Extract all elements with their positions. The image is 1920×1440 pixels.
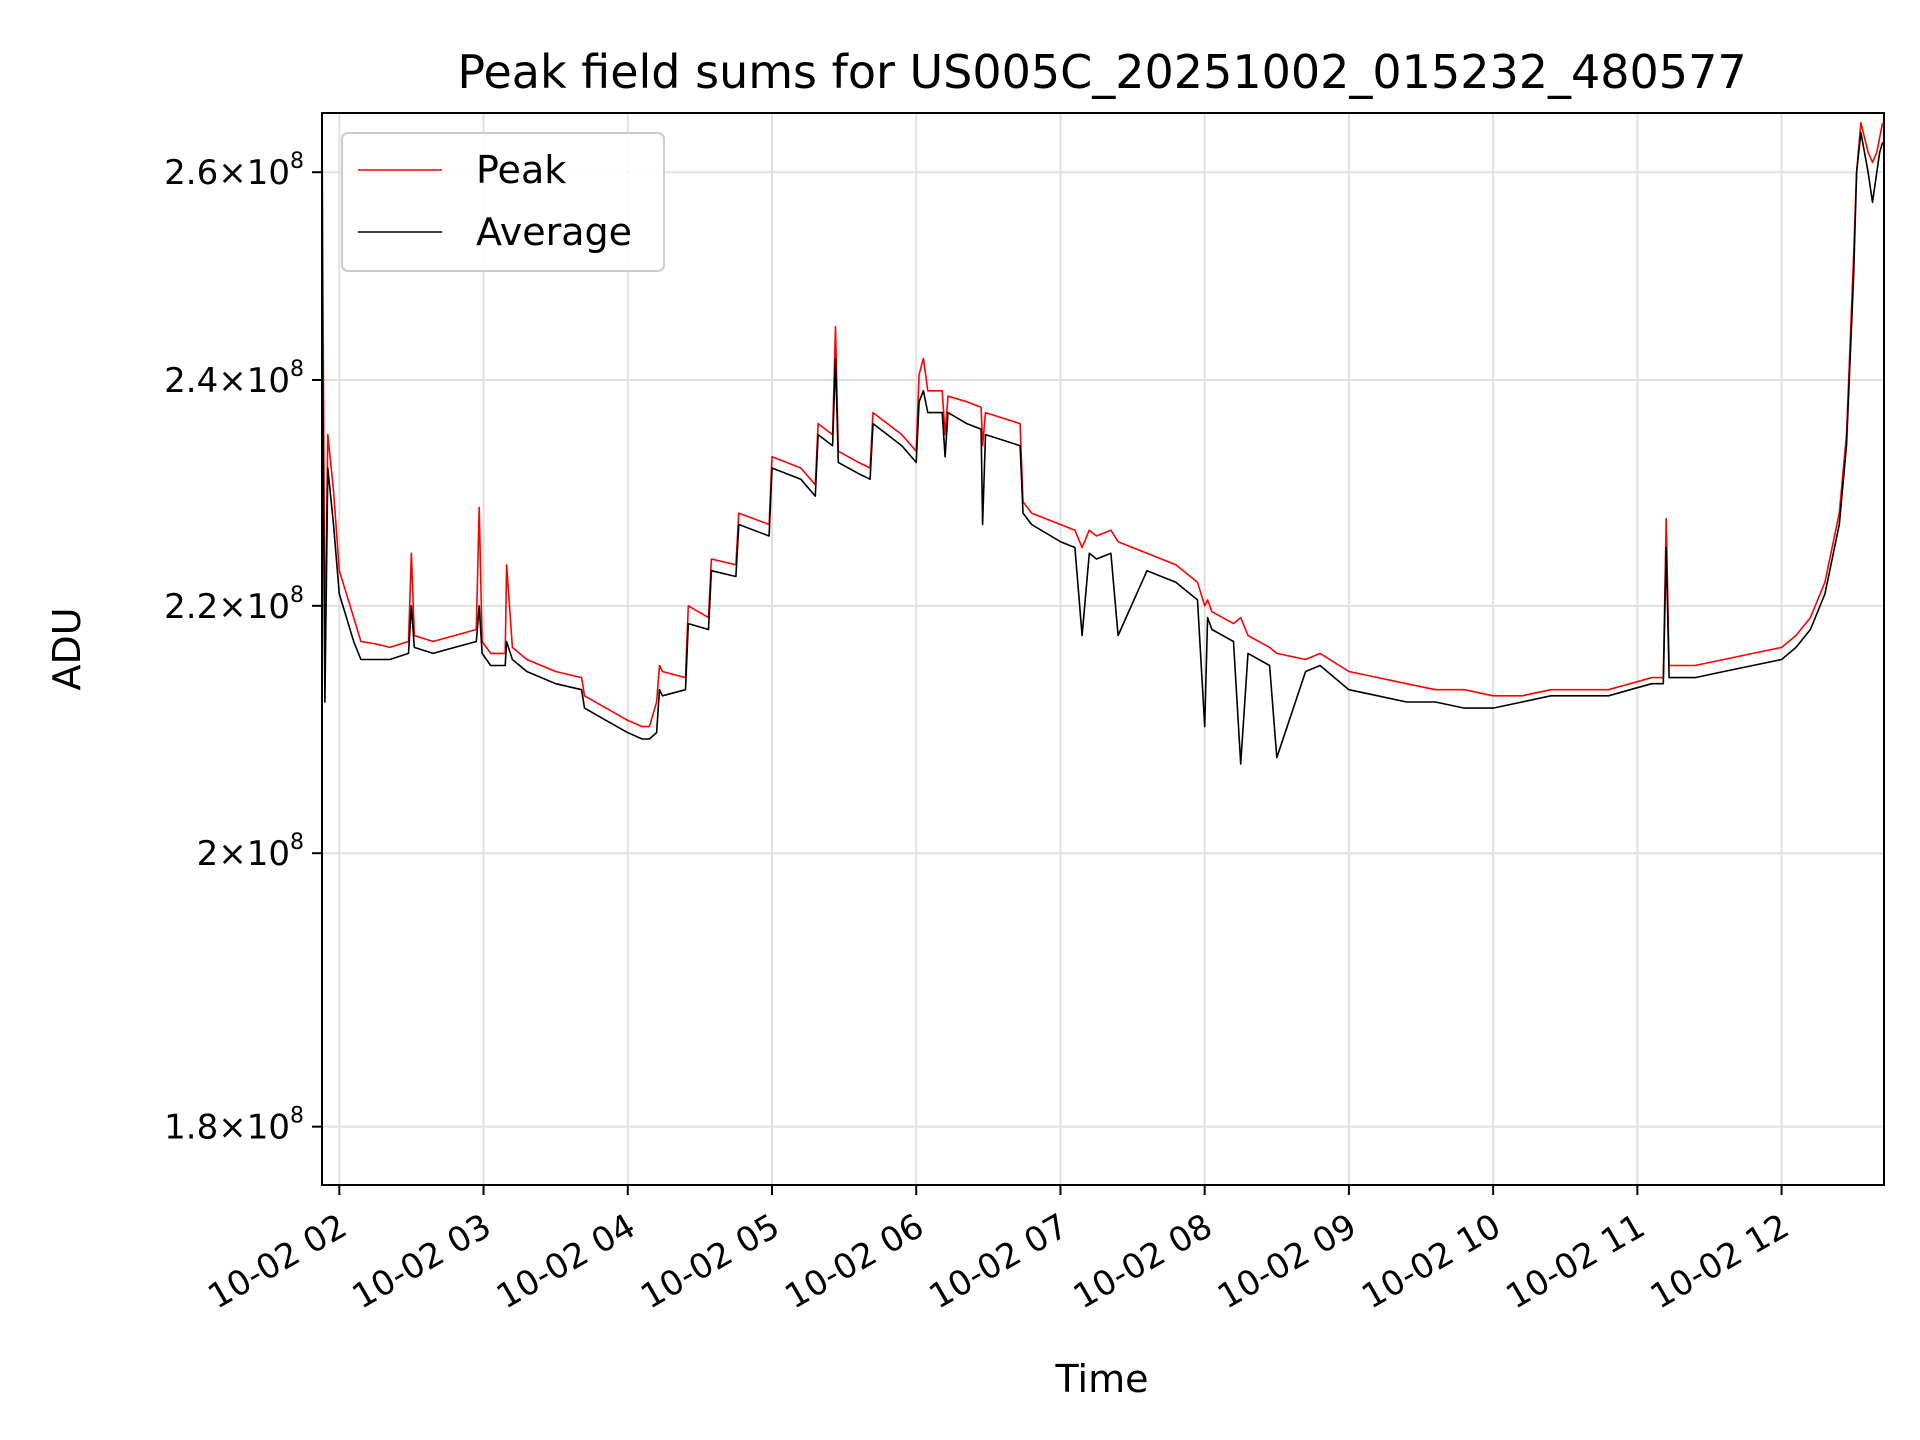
legend-label-peak: Peak xyxy=(476,148,566,192)
y-tick-mantissa: 2.6 xyxy=(164,153,218,193)
y-tick-mantissa: 2 xyxy=(197,834,219,874)
y-tick-label: 2×108 xyxy=(197,830,304,874)
legend: Peak Average xyxy=(341,132,665,272)
series-layer xyxy=(321,112,1884,765)
y-tick-mantissa: 2.2 xyxy=(164,587,218,627)
y-tick-times: ×10 xyxy=(218,834,290,874)
y-tick-times: ×10 xyxy=(218,153,290,193)
y-tick-label: 2.4×108 xyxy=(164,357,304,401)
legend-label-average: Average xyxy=(476,210,632,254)
y-tick-label: 2.6×108 xyxy=(164,149,304,193)
y-tick-exponent: 8 xyxy=(290,1104,304,1129)
y-axis-label: ADU xyxy=(45,607,89,690)
series-line-peak xyxy=(321,112,1884,728)
plot-frame xyxy=(321,112,1885,1186)
y-tick-mantissa: 1.8 xyxy=(164,1108,218,1148)
series-line-average xyxy=(321,131,1884,765)
y-tick-times: ×10 xyxy=(218,361,290,401)
y-tick-label: 2.2×108 xyxy=(164,583,304,627)
y-tick-exponent: 8 xyxy=(290,149,304,174)
x-axis-label: Time xyxy=(1055,1357,1149,1401)
y-tick-exponent: 8 xyxy=(290,830,304,855)
y-tick-exponent: 8 xyxy=(290,357,304,382)
y-tick-times: ×10 xyxy=(218,1108,290,1148)
y-tick-times: ×10 xyxy=(218,587,290,627)
legend-frame xyxy=(341,132,665,272)
chart-title: Peak field sums for US005C_20251002_0152… xyxy=(457,45,1746,99)
y-tick-exponent: 8 xyxy=(290,583,304,608)
y-tick-label: 1.8×108 xyxy=(164,1104,304,1148)
y-tick-mantissa: 2.4 xyxy=(164,361,218,401)
